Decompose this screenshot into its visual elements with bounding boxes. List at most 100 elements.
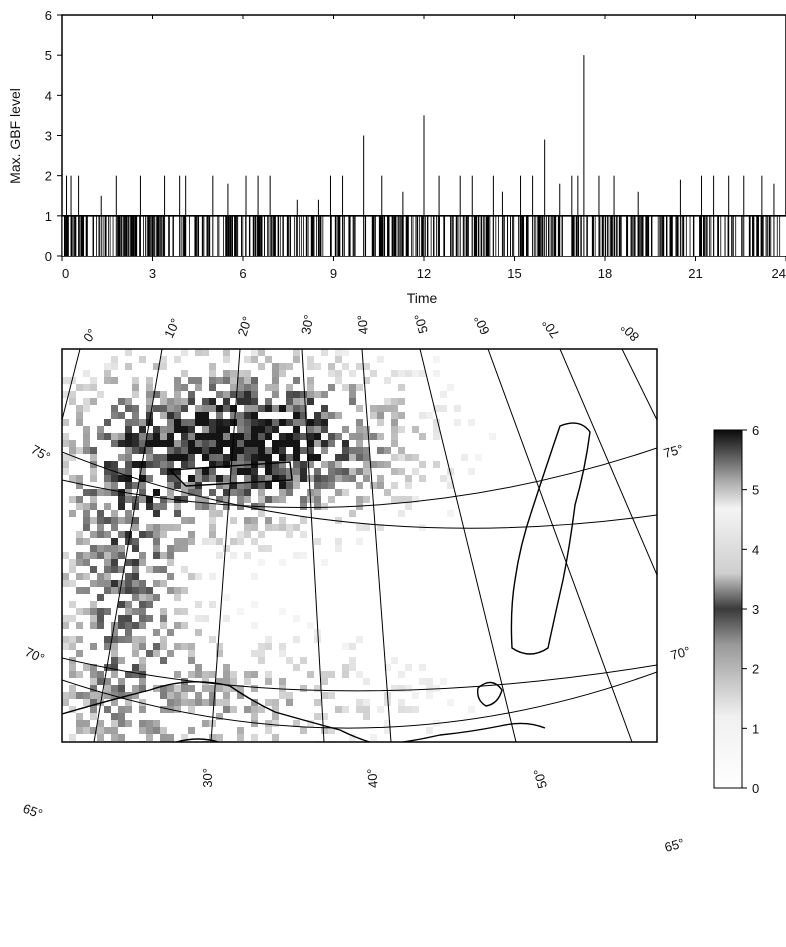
map-cell [195,692,202,699]
map-cell [314,433,321,440]
map-cell [104,643,111,650]
map-cell [314,426,321,433]
map-cell [188,475,195,482]
map-cell [174,440,181,447]
map-cell [97,727,104,734]
colorbar-tick-label: 0 [752,781,759,796]
map-cell [90,531,97,538]
map-cell [90,692,97,699]
map-cell [111,461,118,468]
map-cell [300,657,307,664]
map-cell [139,727,146,734]
map-cell [160,566,167,573]
map-cell [111,650,118,657]
map-cell [139,433,146,440]
parallel-75-visible [62,451,657,529]
map-cell [398,699,405,706]
map-cell [356,447,363,454]
map-cell [265,699,272,706]
map-cell [125,468,132,475]
map-cell [461,454,468,461]
map-cell [104,573,111,580]
map-cell [181,587,188,594]
meridian-20 [210,349,241,742]
map-cell [293,377,300,384]
colorbar-ramp [713,429,743,789]
map-cell [118,720,125,727]
map-cell [153,510,160,517]
map-cell [405,685,412,692]
map-cell [188,440,195,447]
map-cell [209,699,216,706]
map-cell [174,622,181,629]
lon-label-20: 20° [235,315,255,338]
map-cell [97,692,104,699]
map-cell [293,524,300,531]
map-cell [97,615,104,622]
map-cell [300,405,307,412]
map-cell [384,489,391,496]
map-cell [468,419,475,426]
map-cell [405,454,412,461]
map-cell [202,538,209,545]
map-cell [216,440,223,447]
map-cell [258,510,265,517]
map-cell [335,545,342,552]
map-cell [321,349,328,356]
map-cell [125,615,132,622]
map-cell [83,587,90,594]
map-cell [272,706,279,713]
map-cell [111,363,118,370]
map-cell [314,482,321,489]
map-cell [76,447,83,454]
map-cell [272,461,279,468]
map-cell [223,349,230,356]
map-cell [181,608,188,615]
map-cell [223,671,230,678]
map-cell [118,678,125,685]
map-cell [258,475,265,482]
map-cell [286,391,293,398]
map-cell [76,713,83,720]
map-cell [195,475,202,482]
map-cell [160,503,167,510]
map-cell [118,496,125,503]
map-cell [181,517,188,524]
map-cell [209,447,216,454]
map-cell [265,468,272,475]
parallels [62,447,657,742]
map-cell [104,531,111,538]
map-cell [104,461,111,468]
map-cell [321,391,328,398]
map-cell [83,608,90,615]
map-cell [160,412,167,419]
map-cell [62,636,69,643]
map-cell [174,377,181,384]
map-cell [293,405,300,412]
map-cell [174,706,181,713]
map-cell [307,356,314,363]
map-cell [202,468,209,475]
map-cell [342,363,349,370]
map-cell [300,727,307,734]
map-cell [468,468,475,475]
map-cell [209,426,216,433]
map-cell [244,489,251,496]
map-cell [118,503,125,510]
map-cell [160,426,167,433]
map-cell [139,622,146,629]
map-cell [181,447,188,454]
map-cell [307,440,314,447]
map-cell [160,692,167,699]
map-cell [258,482,265,489]
map-cell [132,412,139,419]
map-cell [132,664,139,671]
map-cell [97,552,104,559]
map-cell [167,412,174,419]
map-cell [118,489,125,496]
map-cell [307,419,314,426]
map-cell [167,734,174,741]
map-cell [174,482,181,489]
map-cell [440,678,447,685]
map-cell [195,671,202,678]
